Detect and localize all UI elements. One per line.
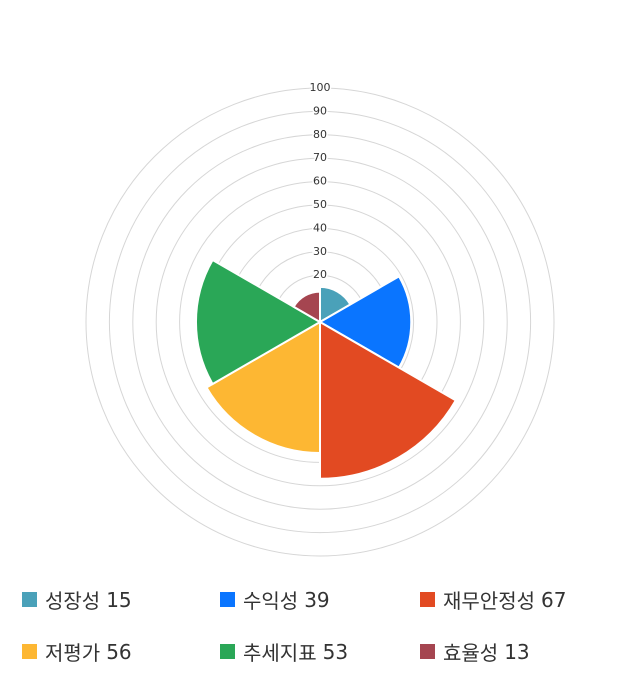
sectors	[194, 258, 458, 480]
sector	[319, 320, 458, 480]
tick-label: 60	[313, 175, 327, 188]
legend-swatch	[420, 644, 435, 659]
tick-label: 90	[313, 104, 327, 117]
legend-item: 효율성 13	[420, 637, 530, 666]
legend-label: 추세지표	[243, 641, 317, 665]
legend-item: 수익성 39	[220, 585, 330, 614]
legend-value: 13	[504, 639, 530, 664]
legend-swatch	[220, 644, 235, 659]
legend-swatch	[22, 592, 37, 607]
legend-label: 성장성	[45, 589, 101, 613]
legend-value: 56	[106, 639, 132, 664]
sector	[194, 258, 322, 386]
tick-label: 40	[313, 221, 327, 234]
tick-label: 70	[313, 151, 327, 164]
legend-label: 수익성	[243, 589, 299, 613]
legend-value: 67	[541, 587, 567, 612]
tick-labels: 20 30 40 50 60 70 80 90 100	[308, 80, 332, 283]
legend-label: 재무안정성	[443, 589, 535, 613]
legend-label: 저평가	[45, 641, 101, 665]
legend-item: 성장성 15	[22, 585, 132, 614]
legend-item: 재무안정성 67	[420, 585, 566, 614]
legend-swatch	[22, 644, 37, 659]
grid-circle	[155, 157, 485, 487]
grid-circle	[108, 110, 532, 534]
legend-value: 39	[304, 587, 330, 612]
legend-swatch	[420, 592, 435, 607]
sector	[292, 290, 321, 324]
tick-label: 30	[313, 245, 327, 258]
chart: 20 30 40 50 60 70 80 90 100	[85, 80, 555, 557]
legend-swatch	[220, 592, 235, 607]
tick-label: 50	[313, 198, 327, 211]
tick-label: 80	[313, 128, 327, 141]
legend-item: 저평가 56	[22, 637, 132, 666]
grid-circle	[132, 134, 508, 510]
sector	[318, 275, 413, 369]
grid-circle	[85, 87, 555, 557]
sector	[205, 320, 321, 455]
legend-label: 효율성	[443, 641, 499, 665]
tick-label: 20	[313, 268, 327, 281]
legend-item: 추세지표 53	[220, 637, 348, 666]
tick-label: 100	[310, 81, 331, 94]
legend-value: 15	[106, 587, 132, 612]
legend-value: 53	[322, 639, 349, 664]
